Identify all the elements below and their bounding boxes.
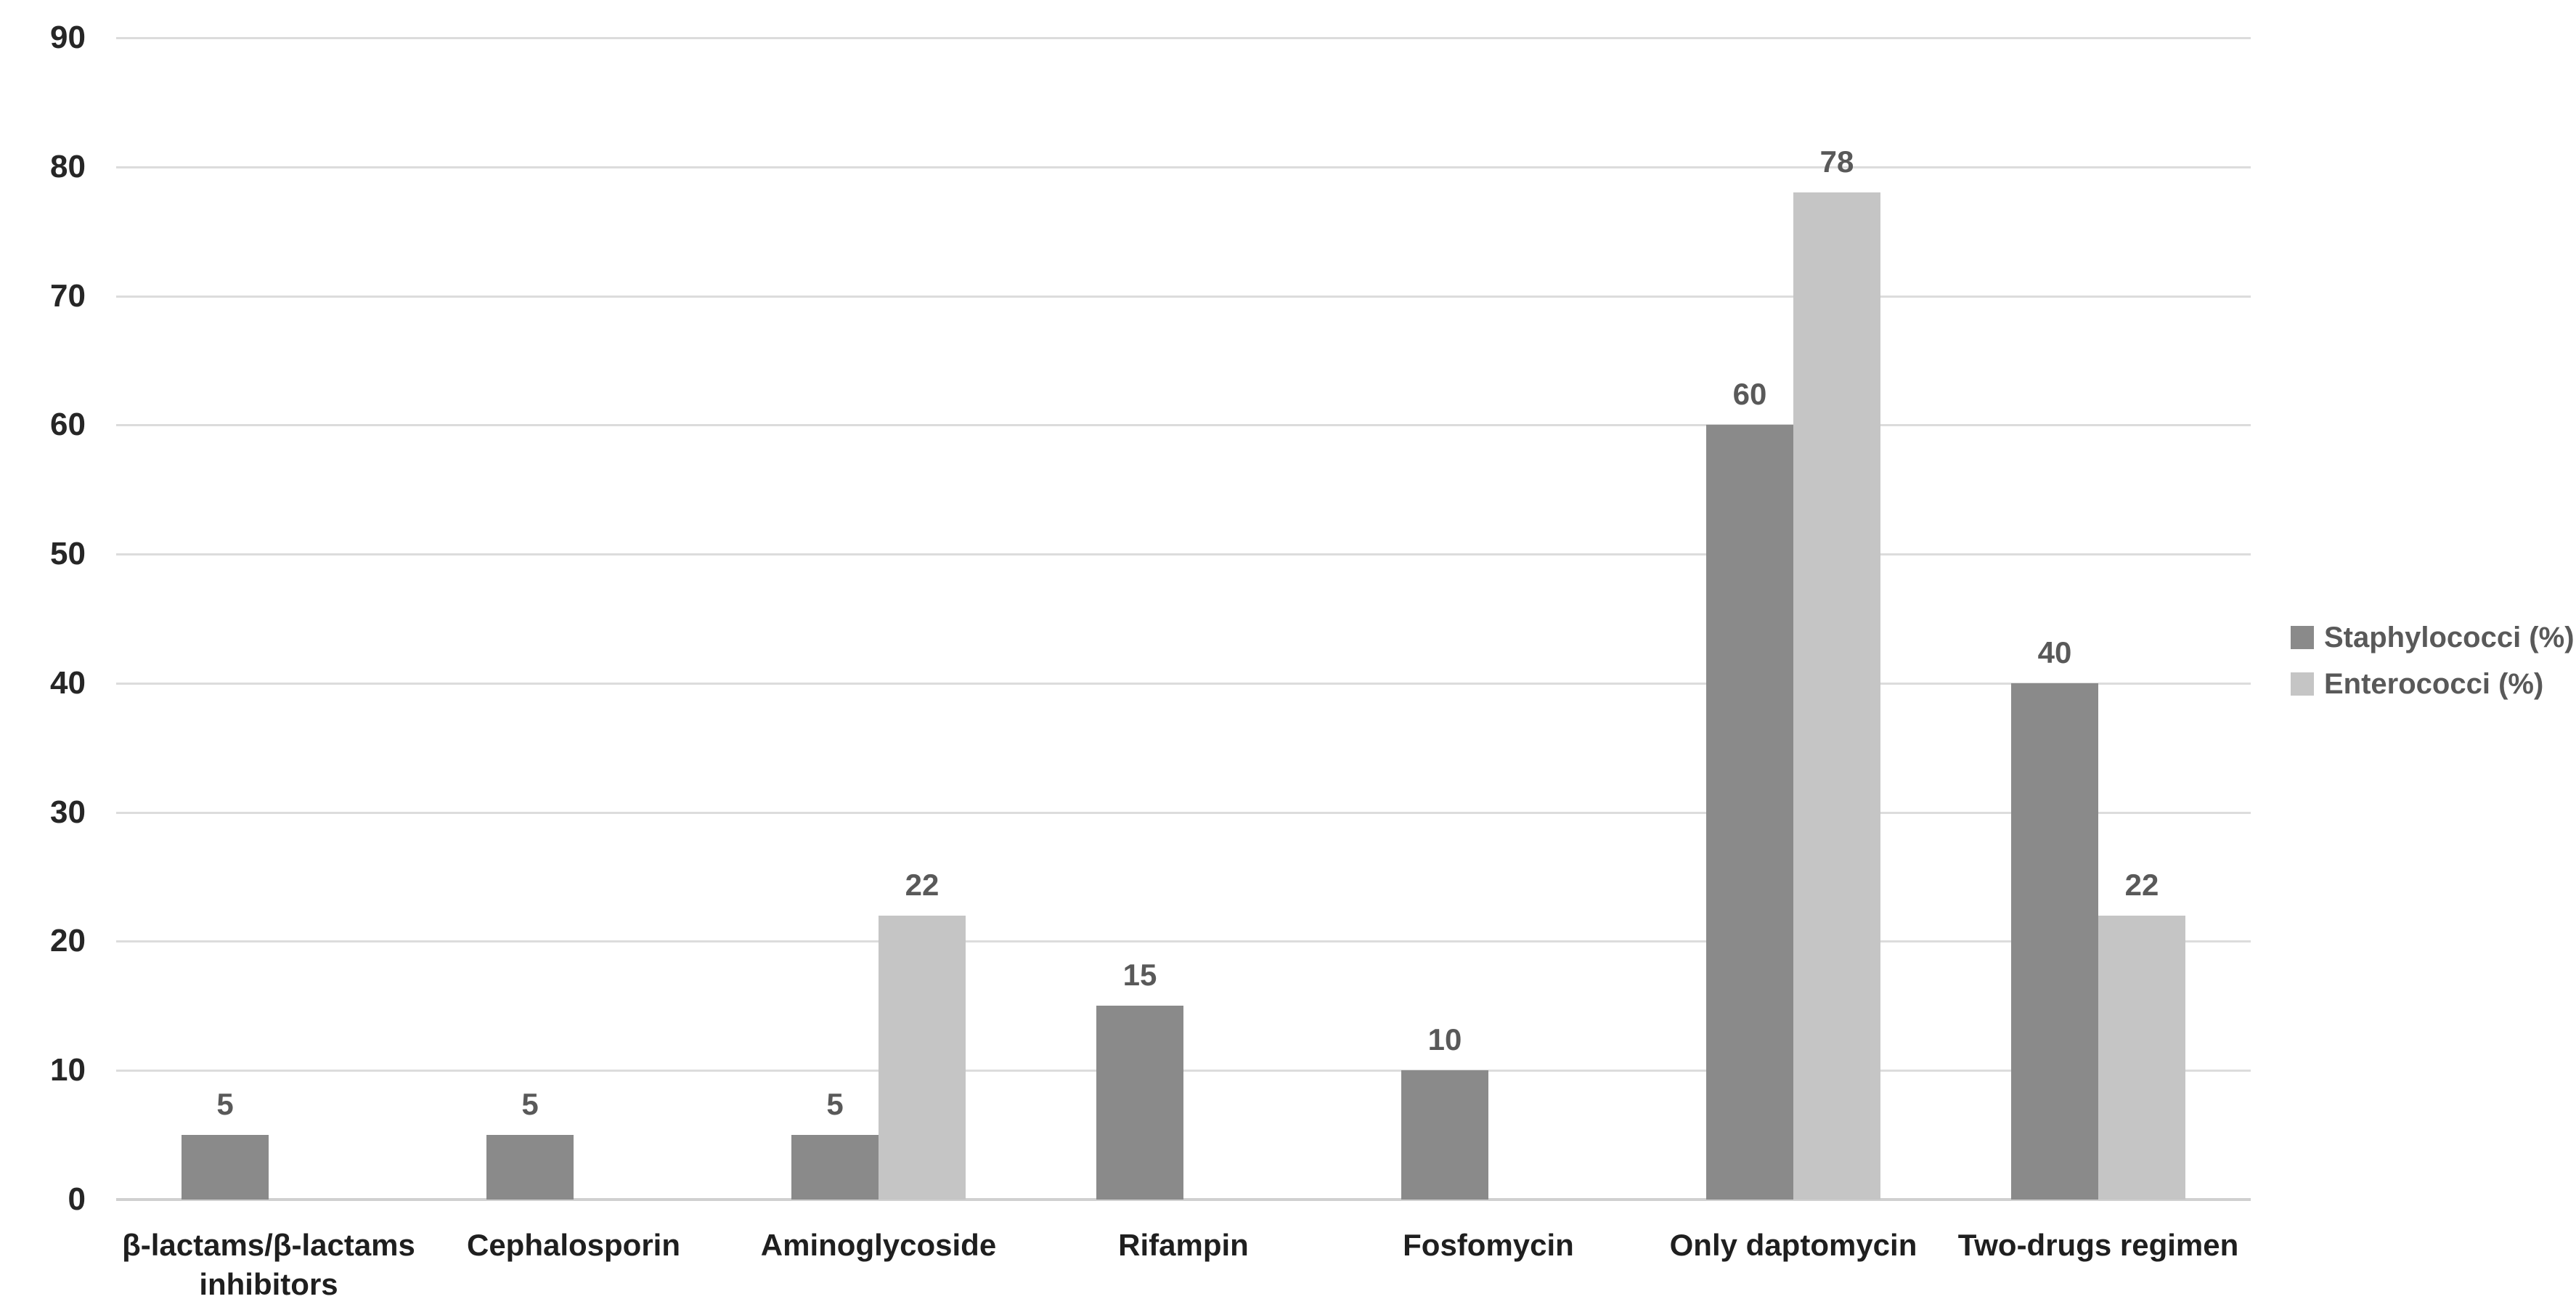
y-gridline [116, 553, 2251, 556]
bar-value-label: 10 [1427, 1022, 1462, 1057]
legend-swatch-staphylococci-icon [2291, 626, 2314, 649]
y-gridline [116, 682, 2251, 685]
y-axis-tick-label: 20 [50, 923, 86, 959]
x-axis-category-label: Rifampin [1118, 1228, 1249, 1262]
x-axis-category-label: Only daptomycin [1669, 1228, 1917, 1262]
bar-enterococci [2098, 915, 2185, 1200]
bar-value-label: 15 [1122, 958, 1157, 993]
bar-staphylococci [2011, 683, 2098, 1200]
y-gridline [116, 295, 2251, 298]
bar-staphylococci [486, 1135, 574, 1200]
bar-staphylococci [1706, 425, 1793, 1200]
y-axis-tick-label: 30 [50, 794, 86, 830]
y-gridline [116, 811, 2251, 814]
bar-staphylococci [1401, 1070, 1488, 1200]
legend-item-enterococci: Enterococci (%) [2291, 661, 2575, 707]
x-axis-category-label: Fosfomycin [1403, 1228, 1574, 1262]
y-gridline [116, 1070, 2251, 1072]
y-gridline [116, 940, 2251, 943]
bar-enterococci [879, 915, 966, 1200]
bar-enterococci [1793, 192, 1880, 1200]
x-axis-category-label: Cephalosporin [466, 1228, 681, 1262]
y-axis-tick-label: 60 [50, 407, 86, 443]
x-axis-category-label: Two-drugs regimen [1957, 1228, 2239, 1262]
y-gridline [116, 166, 2251, 168]
y-gridline [116, 424, 2251, 427]
bar-staphylococci [791, 1135, 879, 1200]
bar-value-label: 22 [2124, 867, 2159, 902]
legend-swatch-enterococci-icon [2291, 672, 2314, 696]
bar-value-label: 60 [1732, 377, 1767, 412]
x-axis-line [116, 1198, 2251, 1201]
bar-value-label: 78 [1819, 144, 1854, 179]
x-axis-category-label: β-lactams/β-lactams inhibitors [122, 1228, 415, 1301]
y-axis-tick-label: 80 [50, 148, 86, 184]
bar-value-label: 5 [521, 1087, 539, 1122]
legend-label-enterococci: Enterococci (%) [2324, 667, 2544, 700]
legend-label-staphylococci: Staphylococci (%) [2324, 621, 2575, 654]
bar-staphylococci [182, 1135, 269, 1200]
y-gridline [116, 37, 2251, 39]
y-axis-tick-label: 50 [50, 536, 86, 572]
legend: Staphylococci (%) Enterococci (%) [2291, 614, 2575, 707]
y-axis-tick-label: 90 [50, 20, 86, 55]
legend-item-staphylococci: Staphylococci (%) [2291, 614, 2575, 661]
bar-value-label: 5 [826, 1087, 844, 1122]
x-axis-category-label: Aminoglycoside [760, 1228, 997, 1262]
y-axis-tick-label: 70 [50, 277, 86, 314]
y-axis-tick-label: 10 [50, 1052, 86, 1088]
bar-value-label: 40 [2037, 635, 2072, 669]
y-axis-tick-label: 40 [50, 664, 86, 701]
bar-value-label: 5 [216, 1087, 234, 1122]
bar-staphylococci [1096, 1006, 1183, 1200]
bar-value-label: 22 [905, 867, 939, 902]
y-axis-tick-label: 0 [68, 1181, 86, 1217]
